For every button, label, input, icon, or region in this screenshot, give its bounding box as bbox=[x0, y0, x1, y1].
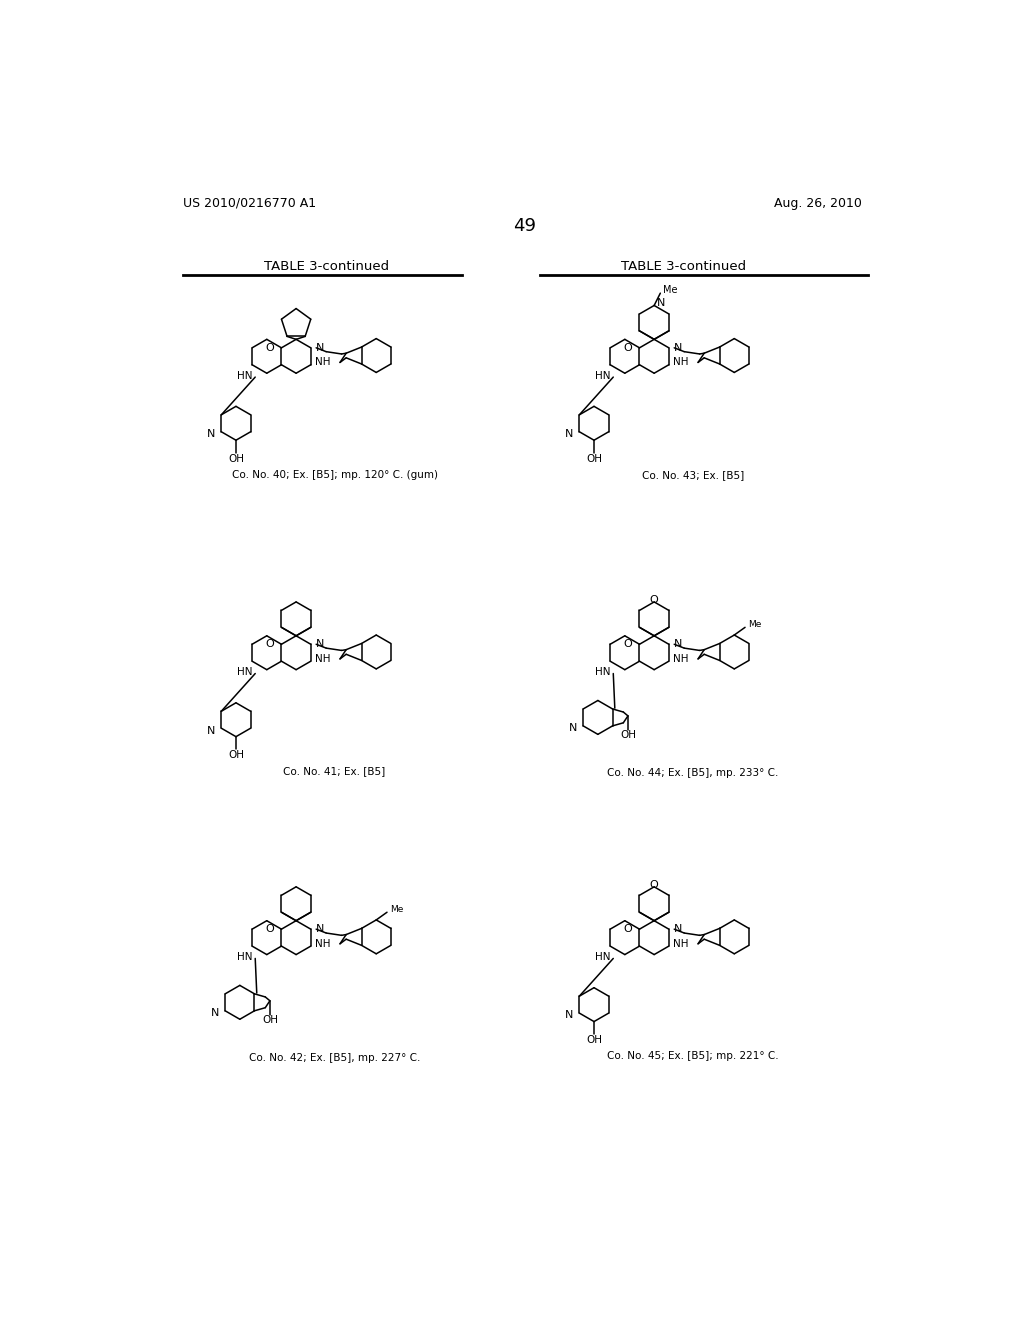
Text: Aug. 26, 2010: Aug. 26, 2010 bbox=[774, 197, 862, 210]
Text: HN: HN bbox=[596, 667, 611, 677]
Text: Co. No. 45; Ex. [B5]; mp. 221° C.: Co. No. 45; Ex. [B5]; mp. 221° C. bbox=[607, 1051, 778, 1061]
Text: Me: Me bbox=[390, 904, 403, 913]
Text: O: O bbox=[266, 343, 274, 352]
Text: Co. No. 41; Ex. [B5]: Co. No. 41; Ex. [B5] bbox=[284, 767, 386, 776]
Text: OH: OH bbox=[228, 750, 244, 760]
Text: HN: HN bbox=[596, 371, 611, 380]
Text: HN: HN bbox=[238, 952, 253, 962]
Text: O: O bbox=[624, 343, 633, 352]
Text: N: N bbox=[315, 924, 324, 935]
Text: Co. No. 40; Ex. [B5]; mp. 120° C. (gum): Co. No. 40; Ex. [B5]; mp. 120° C. (gum) bbox=[231, 470, 437, 480]
Text: OH: OH bbox=[586, 1035, 602, 1045]
Text: OH: OH bbox=[228, 454, 244, 463]
Text: O: O bbox=[266, 924, 274, 935]
Text: Co. No. 42; Ex. [B5], mp. 227° C.: Co. No. 42; Ex. [B5], mp. 227° C. bbox=[249, 1053, 420, 1063]
Text: N: N bbox=[674, 924, 682, 935]
Text: N: N bbox=[315, 343, 324, 352]
Text: NH: NH bbox=[315, 358, 331, 367]
Text: OH: OH bbox=[620, 730, 636, 741]
Text: HN: HN bbox=[238, 667, 253, 677]
Text: US 2010/0216770 A1: US 2010/0216770 A1 bbox=[183, 197, 316, 210]
Text: N: N bbox=[207, 726, 215, 735]
Text: N: N bbox=[565, 429, 573, 440]
Text: N: N bbox=[568, 723, 578, 733]
Text: HN: HN bbox=[238, 371, 253, 380]
Text: Me: Me bbox=[749, 620, 762, 628]
Text: N: N bbox=[674, 343, 682, 352]
Text: N: N bbox=[315, 639, 324, 649]
Text: N: N bbox=[565, 1010, 573, 1020]
Text: 49: 49 bbox=[513, 218, 537, 235]
Text: O: O bbox=[650, 879, 658, 890]
Text: O: O bbox=[266, 639, 274, 649]
Text: O: O bbox=[624, 924, 633, 935]
Text: N: N bbox=[657, 298, 666, 308]
Text: NH: NH bbox=[674, 358, 689, 367]
Text: HN: HN bbox=[596, 952, 611, 962]
Text: O: O bbox=[650, 594, 658, 605]
Text: O: O bbox=[624, 639, 633, 649]
Text: Co. No. 43; Ex. [B5]: Co. No. 43; Ex. [B5] bbox=[641, 470, 743, 480]
Text: NH: NH bbox=[674, 653, 689, 664]
Text: NH: NH bbox=[674, 939, 689, 949]
Text: OH: OH bbox=[586, 454, 602, 463]
Text: NH: NH bbox=[315, 653, 331, 664]
Text: N: N bbox=[211, 1008, 219, 1018]
Text: Co. No. 44; Ex. [B5], mp. 233° C.: Co. No. 44; Ex. [B5], mp. 233° C. bbox=[607, 768, 778, 777]
Text: NH: NH bbox=[315, 939, 331, 949]
Text: TABLE 3-continued: TABLE 3-continued bbox=[621, 260, 745, 273]
Text: N: N bbox=[207, 429, 215, 440]
Text: OH: OH bbox=[262, 1015, 278, 1026]
Text: TABLE 3-continued: TABLE 3-continued bbox=[264, 260, 389, 273]
Text: Me: Me bbox=[664, 285, 678, 296]
Text: N: N bbox=[674, 639, 682, 649]
